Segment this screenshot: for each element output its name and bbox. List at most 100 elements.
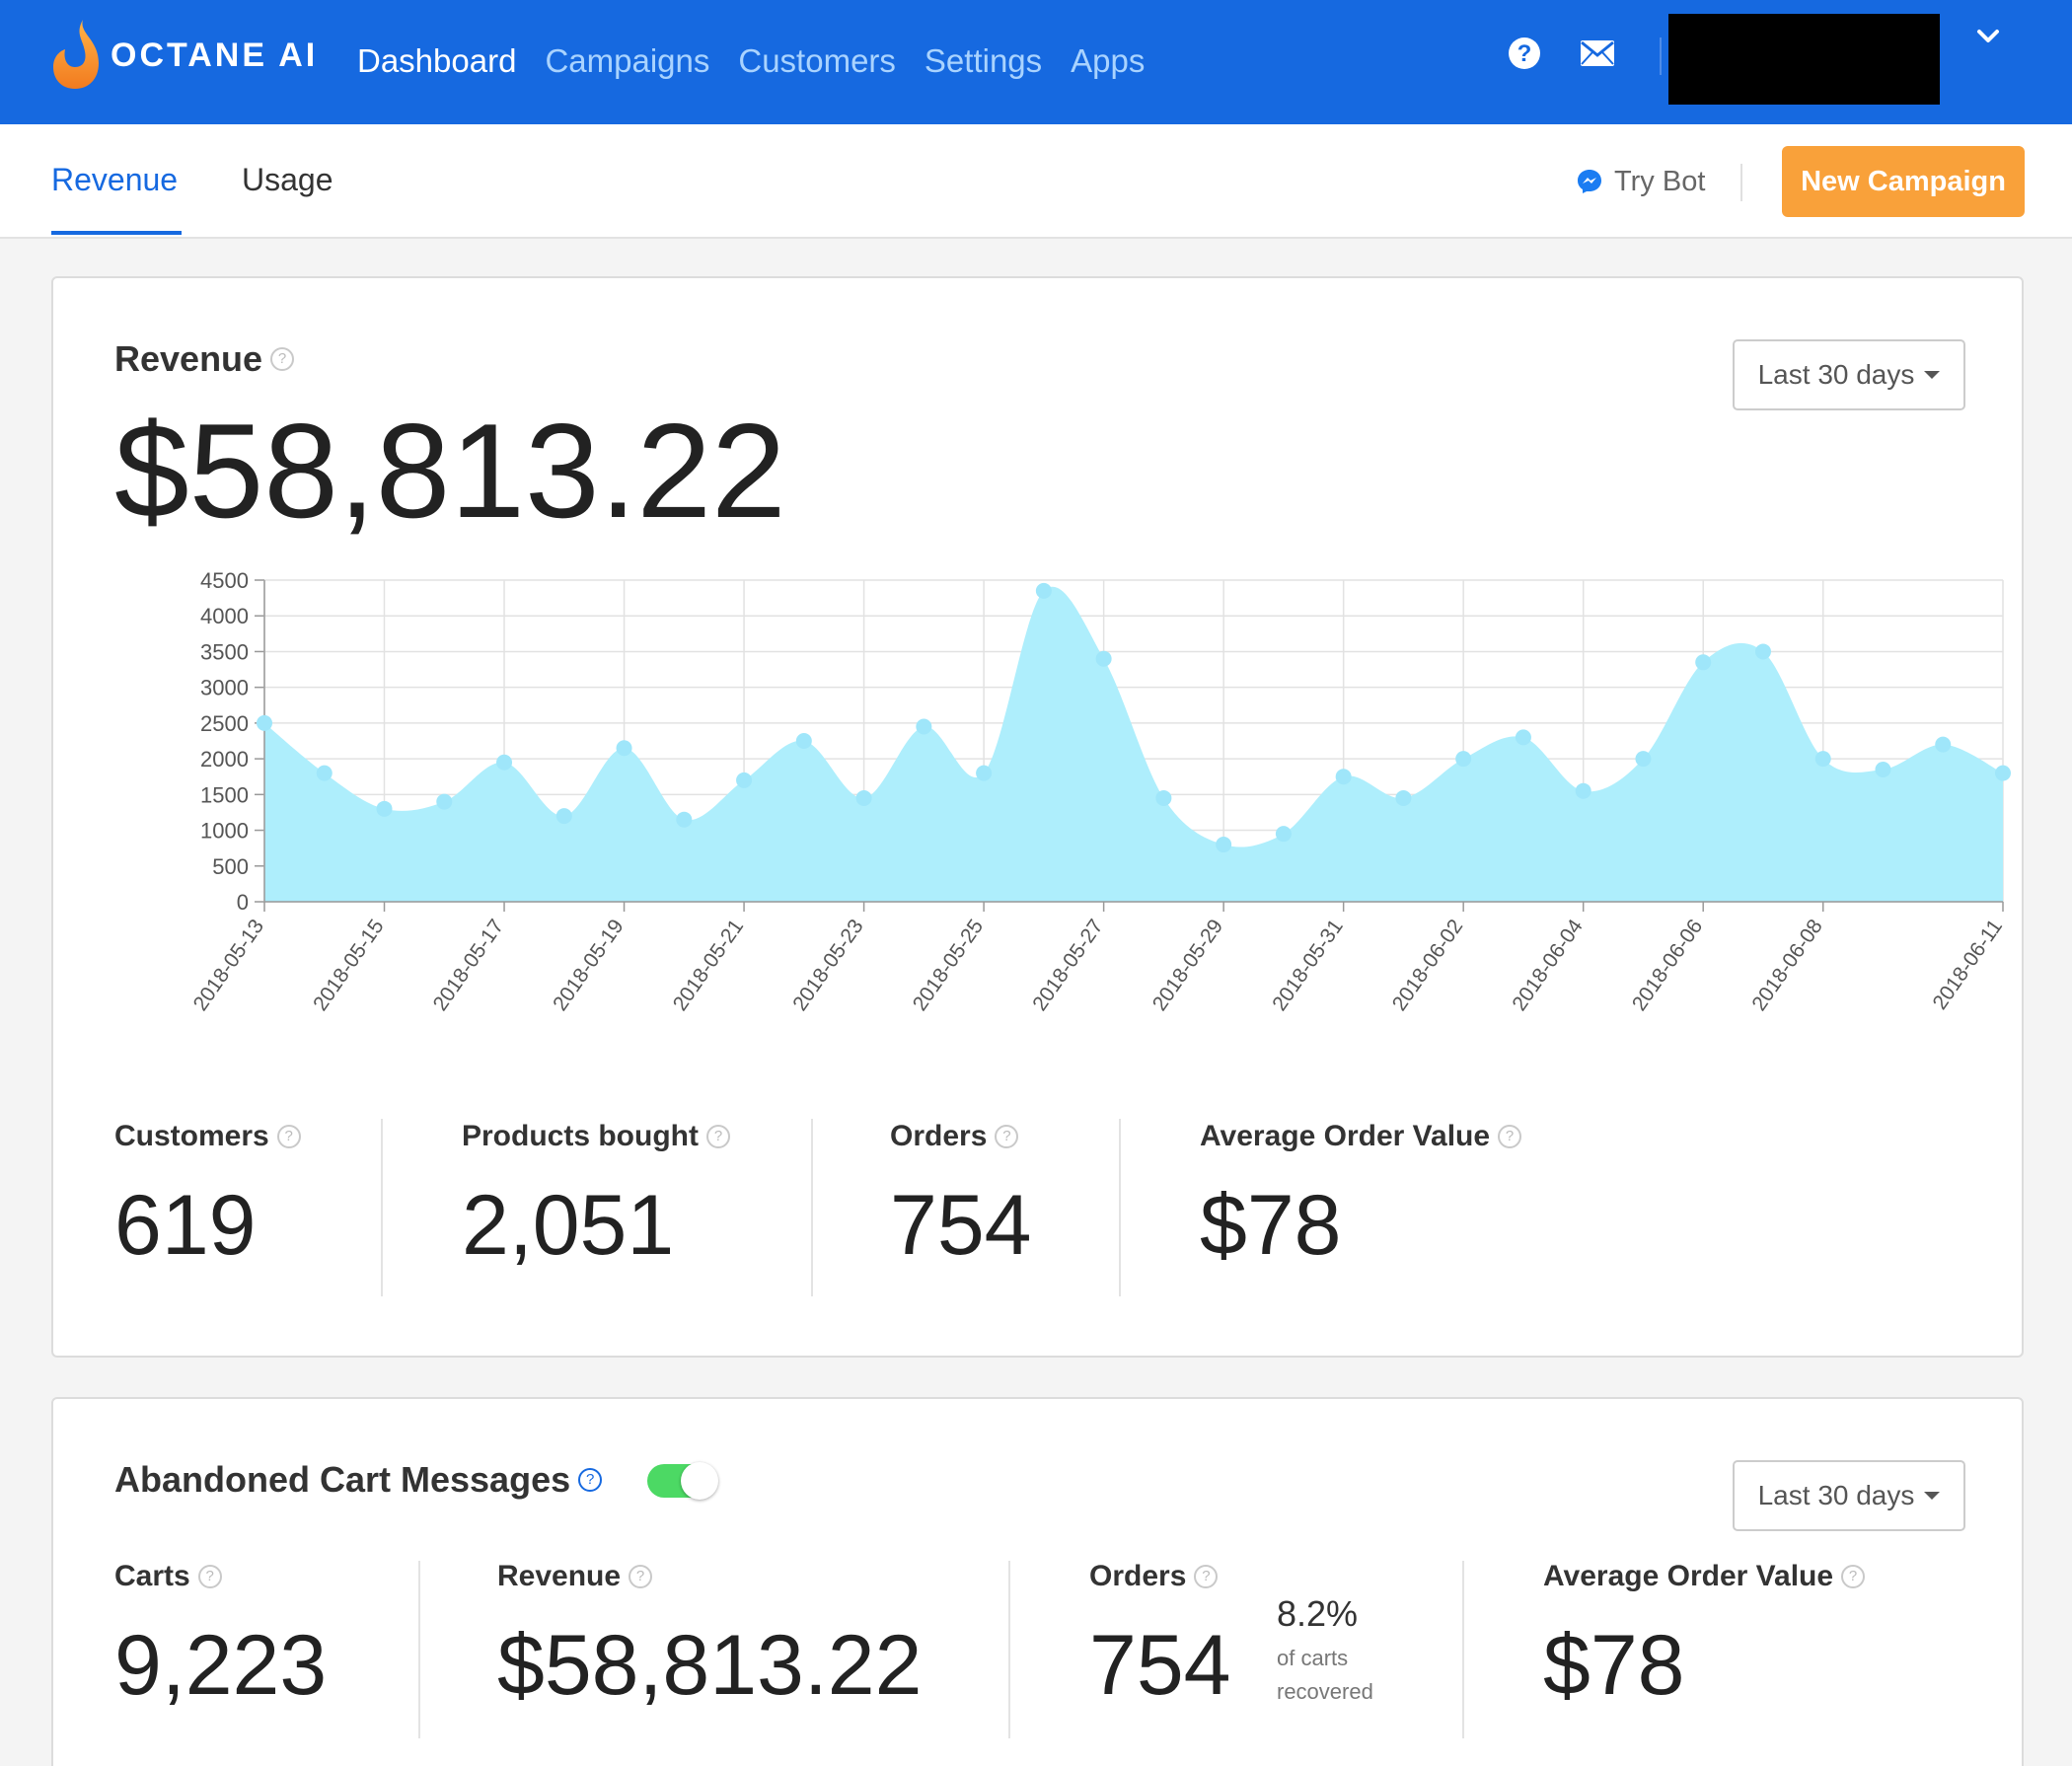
data-point[interactable] [316,765,333,781]
stat-divider [1462,1561,1464,1738]
data-point[interactable] [916,718,932,735]
date-range-label: Last 30 days [1757,1480,1915,1510]
date-range-label: Last 30 days [1757,359,1915,390]
x-tick-label: 2018-06-02 [1388,916,1467,1015]
data-point[interactable] [855,789,872,806]
data-point[interactable] [1995,765,2011,781]
abandoned-cart-toggle[interactable] [647,1462,718,1500]
data-point[interactable] [436,793,453,810]
stat-value: $78 [1543,1618,1685,1713]
date-range-dropdown[interactable]: Last 30 days [1733,339,1965,410]
data-point[interactable] [1935,736,1952,753]
stat-abandoned-revenue: Revenue ? $58,813.22 [497,1557,922,1715]
stat-label: Carts ? [114,1557,327,1596]
abandoned-title-text: Abandoned Cart Messages [114,1459,571,1500]
caret-down-icon [1924,371,1941,379]
help-icon[interactable]: ? [1506,35,1543,72]
total-revenue: $58,813.22 [114,396,786,546]
x-tick-label: 2018-05-19 [549,916,628,1015]
data-point[interactable] [1395,789,1412,806]
mail-icon[interactable] [1579,35,1616,72]
recovered-pct-value: 8.2% [1277,1593,1359,1634]
revenue-title-text: Revenue [114,338,263,379]
data-point[interactable] [1695,654,1712,671]
nav-dashboard[interactable]: Dashboard [357,42,517,79]
account-name-redacted[interactable] [1668,14,1940,105]
stat-label: Average Order Value ? [1543,1557,1866,1596]
x-tick-label: 2018-05-23 [788,916,867,1015]
help-tooltip-icon[interactable]: ? [629,1565,653,1588]
help-tooltip-icon[interactable]: ? [270,347,295,371]
stat-orders: Orders ? 754 [890,1117,1032,1275]
data-point[interactable] [1635,751,1652,768]
data-point[interactable] [1335,769,1352,785]
data-point[interactable] [795,733,812,749]
help-tooltip-icon[interactable]: ? [995,1125,1019,1148]
chevron-down-icon[interactable] [1973,22,2003,51]
stat-divider [1119,1119,1121,1296]
help-tooltip-icon[interactable]: ? [276,1125,301,1148]
data-point[interactable] [1875,761,1891,777]
x-tick-label: 2018-05-17 [429,916,508,1015]
data-point[interactable] [1814,751,1831,768]
x-tick-label: 2018-06-06 [1628,916,1707,1015]
data-point[interactable] [676,811,693,828]
date-range-dropdown[interactable]: Last 30 days [1733,1460,1965,1531]
x-tick-label: 2018-05-29 [1148,916,1227,1015]
stat-label-text: Carts [114,1560,190,1592]
nav-apps[interactable]: Apps [1071,42,1146,79]
x-tick-label: 2018-05-15 [309,916,388,1015]
active-tab-indicator [51,231,182,235]
data-point[interactable] [376,800,393,817]
nav-campaigns[interactable]: Campaigns [545,42,710,79]
data-point[interactable] [1155,789,1172,806]
data-point[interactable] [736,772,753,788]
new-campaign-button[interactable]: New Campaign [1782,146,2025,217]
y-tick-label: 0 [237,890,249,915]
x-tick-label: 2018-06-08 [1747,916,1826,1015]
data-point[interactable] [976,765,993,781]
stat-average-order-value: Average Order Value ? $78 [1200,1117,1522,1275]
stat-value: 2,051 [462,1178,675,1273]
help-tooltip-icon[interactable]: ? [705,1125,730,1148]
stat-value: 9,223 [114,1618,328,1713]
stat-label: Revenue ? [497,1557,922,1596]
stat-divider [418,1561,420,1738]
data-point[interactable] [1035,582,1052,599]
help-tooltip-icon[interactable]: ? [1841,1565,1866,1588]
data-point[interactable] [1754,643,1771,660]
data-point[interactable] [555,808,572,825]
tab-usage[interactable]: Usage [242,162,333,197]
data-point[interactable] [1455,751,1472,768]
x-tick-label: 2018-05-25 [909,916,988,1015]
try-bot-label: Try Bot [1614,166,1706,197]
help-tooltip-icon[interactable]: ? [197,1565,222,1588]
help-tooltip-icon[interactable]: ? [1194,1565,1219,1588]
stat-label: Customers ? [114,1117,301,1156]
stat-value: $58,813.22 [497,1618,923,1713]
help-tooltip-icon[interactable]: ? [1498,1125,1522,1148]
y-tick-label: 2000 [200,747,249,772]
nav-customers[interactable]: Customers [738,42,896,79]
y-tick-label: 2500 [200,711,249,736]
data-point[interactable] [616,740,632,757]
logo[interactable]: OCTANE AI [49,18,318,93]
tab-revenue[interactable]: Revenue [51,162,179,197]
stat-abandoned-orders: Orders ? 754 [1089,1557,1231,1715]
revenue-card-title: Revenue ? [114,337,295,381]
data-point[interactable] [1515,729,1531,746]
nav-settings[interactable]: Settings [924,42,1043,79]
try-bot-link[interactable]: Try Bot [1577,162,1705,201]
data-point[interactable] [1095,650,1112,667]
help-tooltip-icon[interactable]: ? [578,1468,603,1492]
data-point[interactable] [257,714,272,731]
data-point[interactable] [1275,826,1292,843]
recovered-percentage: 8.2% of carts recovered [1277,1592,1373,1709]
revenue-chart: 0 500 1000 1500 2000 2500 3000 3500 4000 4500 2018… [103,564,2017,1058]
data-point[interactable] [496,754,513,771]
data-point[interactable] [1575,782,1591,799]
data-point[interactable] [1216,837,1232,853]
y-tick-label: 1000 [200,819,249,844]
stat-value: 754 [1089,1618,1231,1713]
y-tick-label: 3500 [200,639,249,664]
